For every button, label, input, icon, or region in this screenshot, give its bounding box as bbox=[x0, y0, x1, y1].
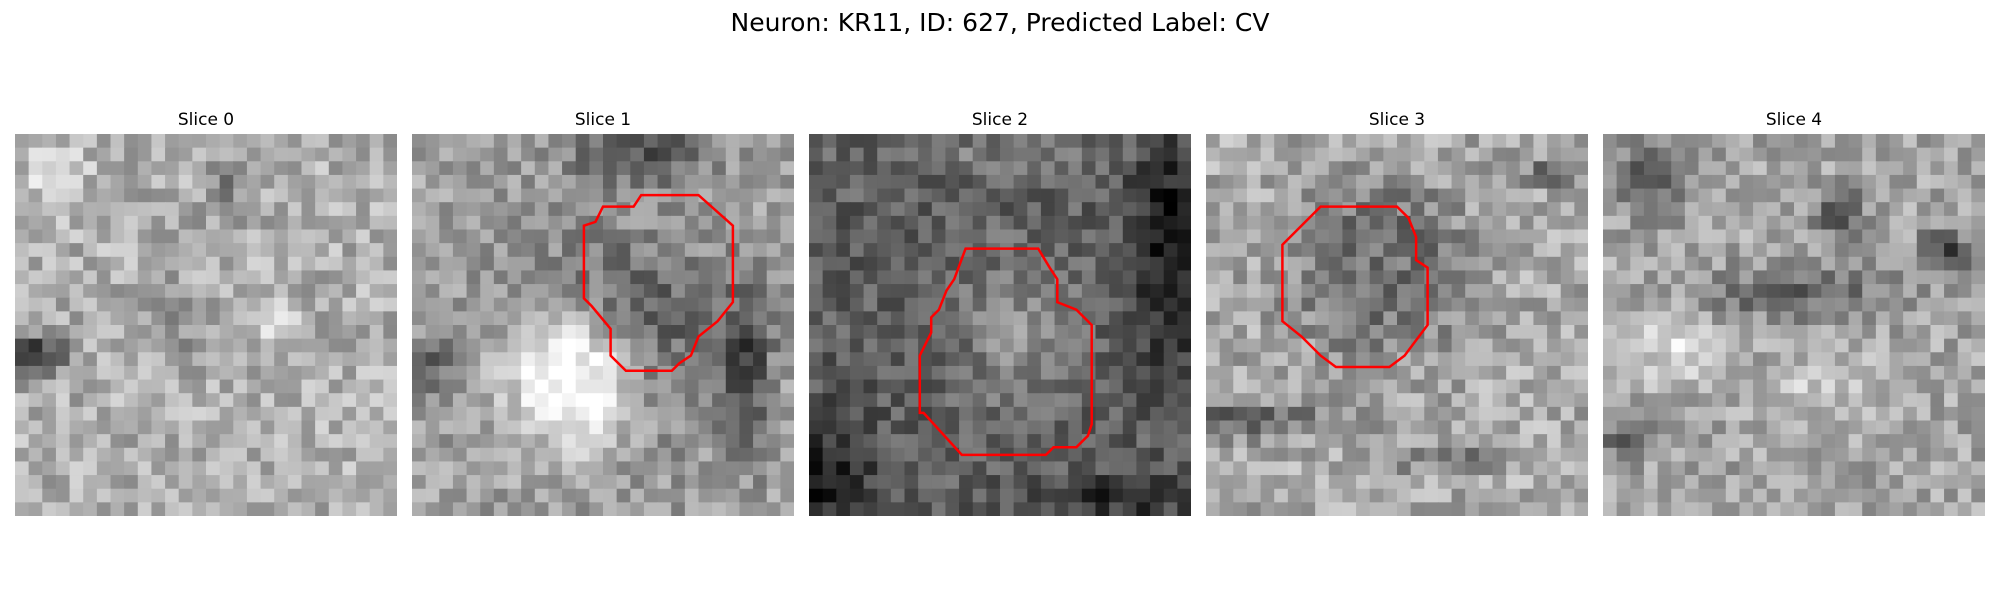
slice-title-2: Slice 2 bbox=[971, 110, 1029, 130]
roi-contour-3 bbox=[1281, 205, 1429, 369]
slice-panel-0: Slice 0 bbox=[15, 108, 397, 516]
slice-title-1: Slice 1 bbox=[574, 110, 632, 130]
figure-title: Neuron: KR11, ID: 627, Predicted Label: … bbox=[730, 8, 1270, 37]
slice-image-2 bbox=[809, 134, 1191, 516]
slice-title-4: Slice 4 bbox=[1765, 110, 1823, 130]
slice-title-0: Slice 0 bbox=[177, 110, 235, 130]
slice-image-3 bbox=[1206, 134, 1588, 516]
slice-image-0 bbox=[15, 134, 397, 516]
slice-image-4 bbox=[1603, 134, 1985, 516]
roi-contour-1 bbox=[582, 193, 735, 373]
slice-panel-4: Slice 4 bbox=[1603, 108, 1985, 516]
slice-panel-1: Slice 1 bbox=[412, 108, 794, 516]
slice-panel-3: Slice 3 bbox=[1206, 108, 1588, 516]
slice-image-1 bbox=[412, 134, 794, 516]
roi-contour-2 bbox=[918, 247, 1093, 457]
slice-title-3: Slice 3 bbox=[1368, 110, 1426, 130]
slice-panel-2: Slice 2 bbox=[809, 108, 1191, 516]
